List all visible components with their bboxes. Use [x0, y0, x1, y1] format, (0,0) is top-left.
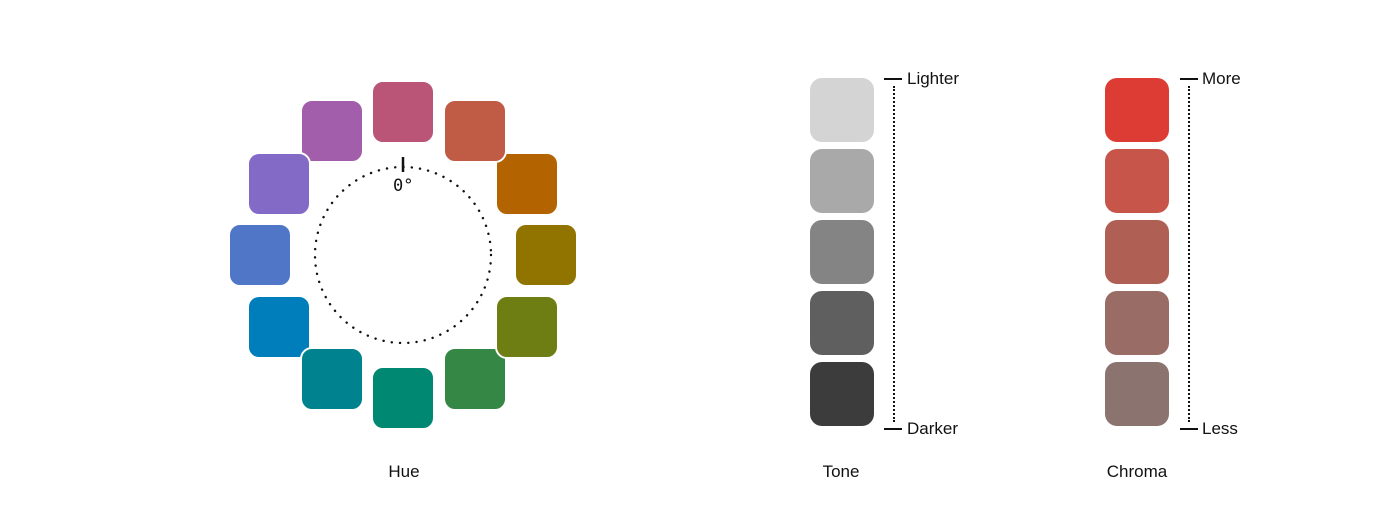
- tone-swatch-4: [810, 291, 874, 355]
- hue-swatch-red-orange: [442, 99, 507, 164]
- tone-caption: Tone: [822, 462, 860, 481]
- tone-bottom-tick: [884, 428, 902, 430]
- tone-top-tick: [884, 78, 902, 80]
- hue-swatch-red-pink: [371, 80, 435, 144]
- chroma-less-label: Less: [1202, 419, 1238, 438]
- chroma-swatch-3: [1105, 220, 1169, 284]
- hue-caption: Hue: [388, 462, 420, 481]
- hue-swatch-olive-yellow: [514, 223, 578, 287]
- tone-lighter-label: Lighter: [907, 69, 959, 88]
- chroma-swatch-1: [1105, 78, 1169, 142]
- hue-swatch-violet: [247, 151, 312, 216]
- chroma-caption: Chroma: [1106, 462, 1168, 481]
- chroma-swatch-5: [1105, 362, 1169, 426]
- tone-dotted-scale: [893, 86, 895, 422]
- chroma-bottom-tick: [1180, 428, 1198, 430]
- hue-swatch-orange: [494, 151, 559, 216]
- chroma-swatch-4: [1105, 291, 1169, 355]
- chroma-more-label: More: [1202, 69, 1241, 88]
- hue-swatch-green: [442, 346, 507, 411]
- hue-swatch-blue: [247, 294, 312, 359]
- hue-swatch-olive-green: [494, 294, 559, 359]
- hue-swatch-purple: [299, 99, 364, 164]
- hue-swatch-periwinkle: [228, 223, 292, 287]
- hue-swatch-teal: [299, 346, 364, 411]
- tone-darker-label: Darker: [907, 419, 959, 438]
- zero-degree-label: 0°: [393, 176, 414, 196]
- hue-swatch-teal-green: [371, 366, 435, 430]
- tone-swatch-2: [810, 149, 874, 213]
- tone-swatch-5: [810, 362, 874, 426]
- chroma-dotted-scale: [1188, 86, 1190, 422]
- chroma-swatch-2: [1105, 149, 1169, 213]
- tone-swatch-1: [810, 78, 874, 142]
- tone-swatch-3: [810, 220, 874, 284]
- chroma-top-tick: [1180, 78, 1198, 80]
